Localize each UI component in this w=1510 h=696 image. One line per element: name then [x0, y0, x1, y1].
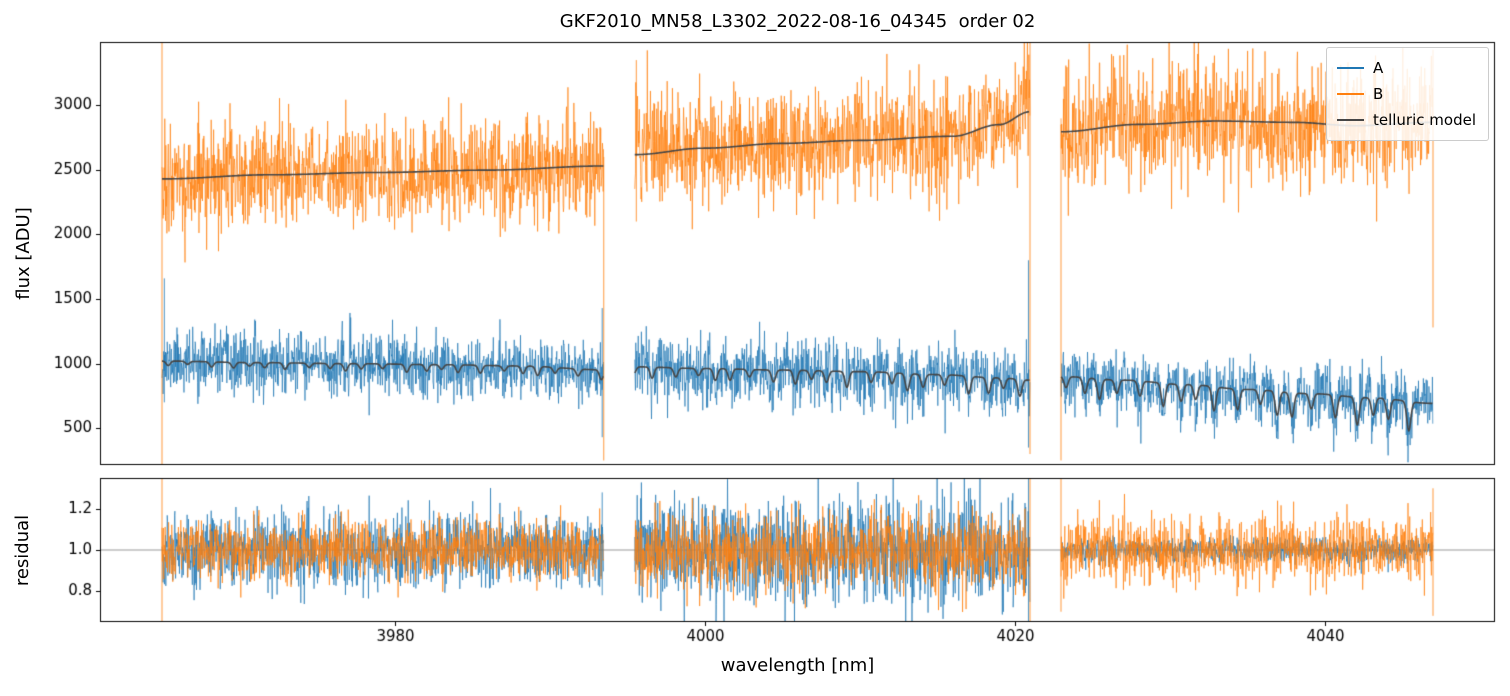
legend-item-a: A: [1336, 55, 1476, 81]
legend-line-sample: [1336, 118, 1364, 122]
flux-y-axis-label: flux [ADU]: [12, 207, 34, 300]
legend-item-b: B: [1336, 81, 1476, 107]
legend-label: telluric model: [1372, 111, 1476, 129]
residual-y-axis-label-wrap: residual: [8, 478, 38, 622]
chart-title: GKF2010_MN58_L3302_2022-08-16_04345 orde…: [559, 11, 1036, 32]
residual-y-axis-label: residual: [12, 514, 34, 586]
legend-line-sample: [1336, 66, 1364, 70]
legend-line-sample: [1336, 92, 1364, 96]
x-axis-label: wavelength [nm]: [720, 655, 875, 676]
legend-label: B: [1372, 85, 1384, 103]
legend-label: A: [1372, 59, 1384, 77]
flux-y-axis-label-wrap: flux [ADU]: [8, 42, 38, 465]
legend-item-telluric-model: telluric model: [1336, 107, 1476, 133]
